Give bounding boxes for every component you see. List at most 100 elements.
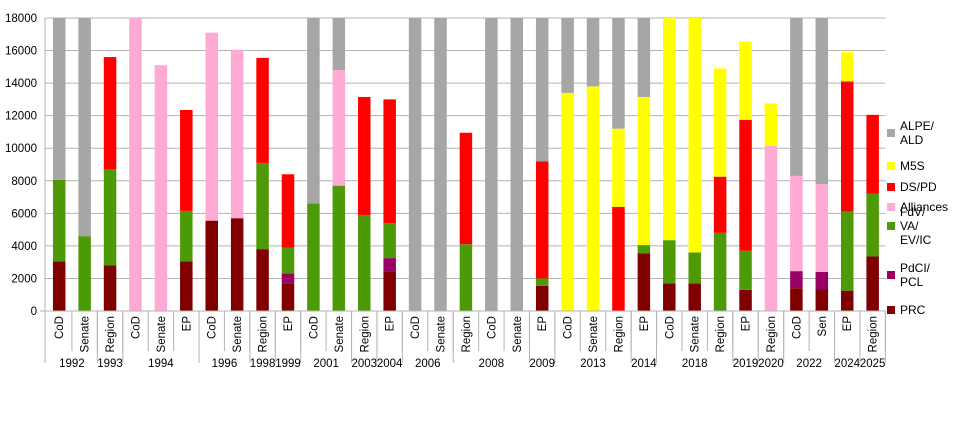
bar-segment xyxy=(790,288,803,311)
bar-segment xyxy=(408,18,422,311)
bar-segment xyxy=(434,18,447,311)
bar-segment xyxy=(840,52,854,82)
year-group-label: 2020 xyxy=(758,358,784,370)
x-category-label: Region xyxy=(258,316,270,352)
bar-segment xyxy=(815,184,829,272)
bar-segment xyxy=(713,176,727,233)
bar-segment xyxy=(840,211,854,291)
year-group-label: 2013 xyxy=(580,358,606,370)
bar-segment xyxy=(840,81,854,212)
legend-item: Alliances xyxy=(887,200,948,214)
legend-swatch xyxy=(887,203,895,211)
year-group-label: 2001 xyxy=(313,358,339,370)
x-category-label: EP xyxy=(537,316,549,332)
legend-label: ALPE/ xyxy=(900,119,935,133)
axes: 0 2000 4000 6000 8000 10000 12000 14000 16000 180… xyxy=(5,13,886,370)
bar-segment xyxy=(663,18,676,241)
bar-segment xyxy=(790,271,803,289)
legend-label: FdV/ xyxy=(900,205,926,219)
bar-segment xyxy=(230,218,244,311)
x-category-label: CoD xyxy=(664,316,676,339)
legend-label: ALD xyxy=(900,133,924,147)
x-category-label: Region xyxy=(461,316,473,352)
x-category-label: Region xyxy=(715,316,727,352)
bar-segment xyxy=(358,96,371,215)
legend-label: PdCI/ xyxy=(900,261,931,275)
bar-segment xyxy=(383,258,396,272)
x-category-label: Senate xyxy=(436,316,448,352)
legend-swatch xyxy=(887,162,895,170)
y-tick-label: 4000 xyxy=(11,241,37,253)
legend-label: Alliances xyxy=(900,200,948,214)
legend-label: EV/IC xyxy=(900,233,932,247)
bar-segment xyxy=(52,18,66,180)
legend-item: PRC xyxy=(887,303,926,317)
bar-segment xyxy=(180,210,193,262)
bar-segment xyxy=(815,289,829,311)
bar-segment xyxy=(256,57,269,163)
bar-segment xyxy=(637,96,651,246)
year-group-label: 1996 xyxy=(212,358,238,370)
bar-segment xyxy=(612,206,625,311)
year-group-label: 1992 xyxy=(59,358,85,370)
legend-swatch xyxy=(887,183,895,191)
bar-segment xyxy=(332,18,346,71)
legend-item: M5S xyxy=(887,159,925,173)
bar-segment xyxy=(78,18,91,237)
bar-segment xyxy=(332,70,346,186)
year-group-label: 2008 xyxy=(479,358,505,370)
bar-segment xyxy=(485,18,498,311)
bar-segment xyxy=(52,179,66,262)
y-tick-label: 8000 xyxy=(11,176,37,188)
legend-swatch xyxy=(887,271,895,279)
bar-segment xyxy=(205,220,218,311)
bar-segment xyxy=(637,18,651,97)
bar-segment xyxy=(510,18,524,311)
bar-segment xyxy=(129,18,142,311)
x-category-label: CoD xyxy=(130,316,142,339)
bar-segment xyxy=(739,119,752,251)
bar-segment xyxy=(358,214,371,311)
bar-segment xyxy=(78,236,91,311)
bar-segment xyxy=(281,247,295,274)
x-category-label: CoD xyxy=(486,316,498,339)
x-category-label: EP xyxy=(385,316,397,332)
bar-segment xyxy=(230,49,244,219)
x-category-label: CoD xyxy=(308,316,320,339)
x-category-label: CoD xyxy=(563,316,575,339)
x-category-label: Region xyxy=(613,316,625,352)
bar-segment xyxy=(739,250,752,290)
year-group-label: 1998 xyxy=(250,358,276,370)
bar-segment xyxy=(612,18,625,129)
bar-segment xyxy=(612,128,625,207)
legend-label: VA/ xyxy=(900,219,919,233)
legend-label: PRC xyxy=(900,303,926,317)
x-category-label: EP xyxy=(283,316,295,332)
year-group-label: 2003 xyxy=(351,358,377,370)
bar-segment xyxy=(180,261,193,311)
y-tick-label: 0 xyxy=(31,306,37,318)
x-category-label: Senate xyxy=(80,316,92,352)
bar-segment xyxy=(815,271,829,290)
y-tick-label: 18000 xyxy=(5,13,37,25)
x-category-label: CoD xyxy=(207,316,219,339)
bar-segment xyxy=(688,18,701,253)
x-category-label: EP xyxy=(639,316,651,332)
bar-segment xyxy=(281,283,295,311)
legend-item: FdV/VA/EV/IC xyxy=(887,205,932,247)
bar-segment xyxy=(154,65,168,311)
bars xyxy=(52,18,879,311)
bar-segment xyxy=(866,114,879,194)
bar-segment xyxy=(561,18,574,93)
x-category-label: CoD xyxy=(791,316,803,339)
bar-segment xyxy=(307,18,320,204)
bar-segment xyxy=(103,265,117,311)
legend-swatch xyxy=(887,129,895,137)
y-tick-label: 2000 xyxy=(11,273,37,285)
y-tick-label: 6000 xyxy=(11,208,37,220)
bar-segment xyxy=(790,18,803,176)
bar-segment xyxy=(383,99,396,224)
x-category-label: CoD xyxy=(410,316,422,339)
